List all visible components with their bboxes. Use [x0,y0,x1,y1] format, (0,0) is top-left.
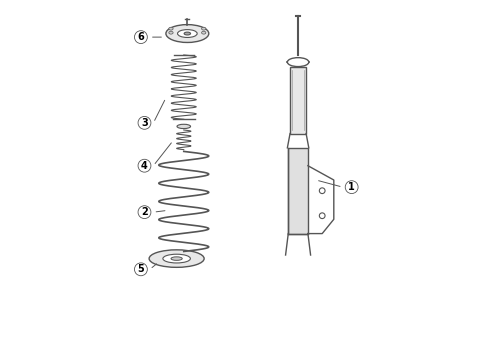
Text: 4: 4 [141,161,147,171]
Text: 6: 6 [137,32,144,42]
Circle shape [138,116,151,129]
Ellipse shape [149,250,203,267]
Text: 4: 4 [140,161,148,171]
Bar [289,67,305,134]
Ellipse shape [287,58,308,67]
Ellipse shape [168,31,173,34]
Text: 5: 5 [137,264,144,274]
Text: 1: 1 [347,182,355,192]
Ellipse shape [201,27,205,30]
Ellipse shape [168,27,173,30]
Text: 1: 1 [347,182,354,192]
Bar [287,148,307,234]
Circle shape [134,31,147,44]
Circle shape [134,263,147,276]
Ellipse shape [171,257,182,260]
Ellipse shape [163,254,190,263]
Circle shape [138,159,151,172]
Text: 5: 5 [137,264,144,274]
Ellipse shape [165,24,208,42]
Ellipse shape [201,31,205,34]
Circle shape [319,213,325,219]
Text: 6: 6 [137,32,144,42]
Ellipse shape [177,124,190,129]
Text: 3: 3 [141,118,148,128]
Circle shape [345,181,357,194]
Text: 3: 3 [141,118,147,128]
Ellipse shape [177,30,197,37]
Circle shape [138,206,151,219]
Ellipse shape [184,32,190,35]
Text: 2: 2 [141,207,147,217]
Text: 2: 2 [141,207,148,217]
Circle shape [319,188,325,194]
